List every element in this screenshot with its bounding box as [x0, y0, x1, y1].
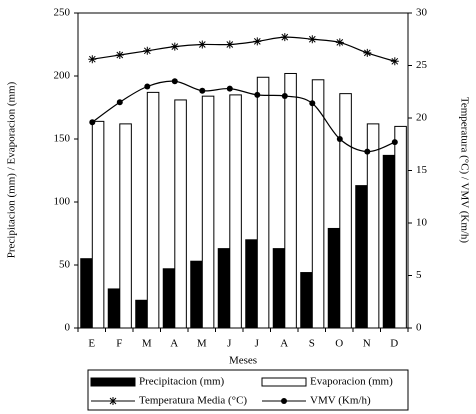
bar: [119, 123, 132, 329]
line-point: [309, 100, 316, 107]
line-point: [336, 136, 343, 142]
line-point: [88, 55, 97, 64]
legend-label: Evaporacion (mm): [310, 376, 393, 388]
bar: [394, 125, 407, 329]
x-tick-label: O: [335, 338, 343, 350]
line-point: [170, 42, 179, 51]
bar: [80, 258, 93, 329]
legend-box: [87, 369, 409, 411]
legend-marker: [281, 398, 287, 404]
y-tick-label: 250: [54, 7, 71, 19]
line-point: [391, 139, 398, 146]
line: [92, 36, 395, 62]
y2-tick-label: 25: [416, 59, 428, 71]
bar: [300, 272, 313, 329]
bar: [190, 260, 203, 329]
y-tick-label: 150: [54, 133, 71, 145]
x-tick-label: D: [390, 338, 398, 350]
legend-label: Temperatura Media (°C): [139, 395, 247, 407]
y-tick-label: 50: [59, 259, 71, 271]
y2-tick-label: 15: [416, 164, 428, 176]
line-point: [254, 91, 261, 98]
bar: [355, 185, 368, 329]
x-tick-label: J: [255, 338, 260, 350]
legend-swatch: [261, 377, 307, 387]
x-tick-label: E: [88, 338, 95, 350]
bar: [107, 288, 121, 329]
bar: [311, 79, 325, 329]
line-point: [225, 40, 234, 49]
bar: [272, 248, 286, 329]
line-point: [199, 87, 206, 94]
y2-tick-label: 0: [416, 322, 422, 334]
bar: [174, 99, 187, 329]
legend-label: Precipitacion (mm): [139, 376, 225, 388]
bar: [91, 120, 105, 329]
line-point: [226, 85, 233, 92]
line-point: [115, 51, 124, 59]
line-point: [116, 99, 123, 106]
y-tick-label: 200: [54, 70, 71, 82]
line-point: [308, 35, 317, 44]
bar: [339, 93, 352, 329]
line-point: [281, 92, 288, 99]
bar: [135, 299, 148, 329]
line-point: [280, 33, 289, 42]
bar: [284, 72, 297, 329]
bar: [382, 154, 396, 329]
line-point: [335, 38, 344, 47]
y-tick-label: 0: [65, 322, 71, 334]
legend-label: VMV (Km/h): [310, 395, 371, 407]
x-tick-label: A: [280, 338, 288, 350]
bar: [162, 268, 176, 329]
line-point: [390, 57, 399, 66]
y2-tick-label: 10: [416, 217, 428, 229]
line-point: [144, 83, 151, 90]
bar: [245, 239, 258, 329]
y2-tick-label: 30: [416, 7, 428, 19]
legend-marker: [109, 397, 117, 405]
y-tick-label: 100: [54, 196, 71, 208]
x-tick-label: A: [170, 338, 178, 350]
bar: [256, 76, 270, 329]
bar: [201, 95, 215, 329]
y2-tick-label: 5: [416, 269, 422, 281]
x-tick-label: M: [197, 338, 207, 350]
x-tick-label: N: [363, 338, 371, 350]
bar: [217, 248, 231, 329]
line-point: [198, 40, 207, 49]
y2-tick-label: 20: [416, 112, 428, 124]
line-point: [89, 119, 96, 126]
bar: [146, 91, 160, 329]
y2-axis-label: Temperatura (°C) / VMV (Km/h): [458, 97, 470, 244]
x-tick-label: M: [142, 338, 152, 350]
x-tick-label: J: [227, 338, 232, 350]
line-point: [253, 37, 262, 46]
line-point: [171, 78, 178, 85]
line-point: [143, 46, 152, 55]
bar: [229, 94, 242, 329]
legend-swatch: [90, 377, 136, 387]
y-axis-label: Precipitacion (mm) / Evaporacion (mm): [6, 81, 18, 258]
bar: [327, 227, 341, 329]
line-point: [364, 148, 371, 155]
bar: [366, 123, 380, 329]
x-axis-label: Meses: [229, 355, 257, 367]
line-point: [363, 48, 372, 57]
x-tick-label: F: [116, 338, 122, 350]
x-tick-label: S: [309, 338, 315, 350]
